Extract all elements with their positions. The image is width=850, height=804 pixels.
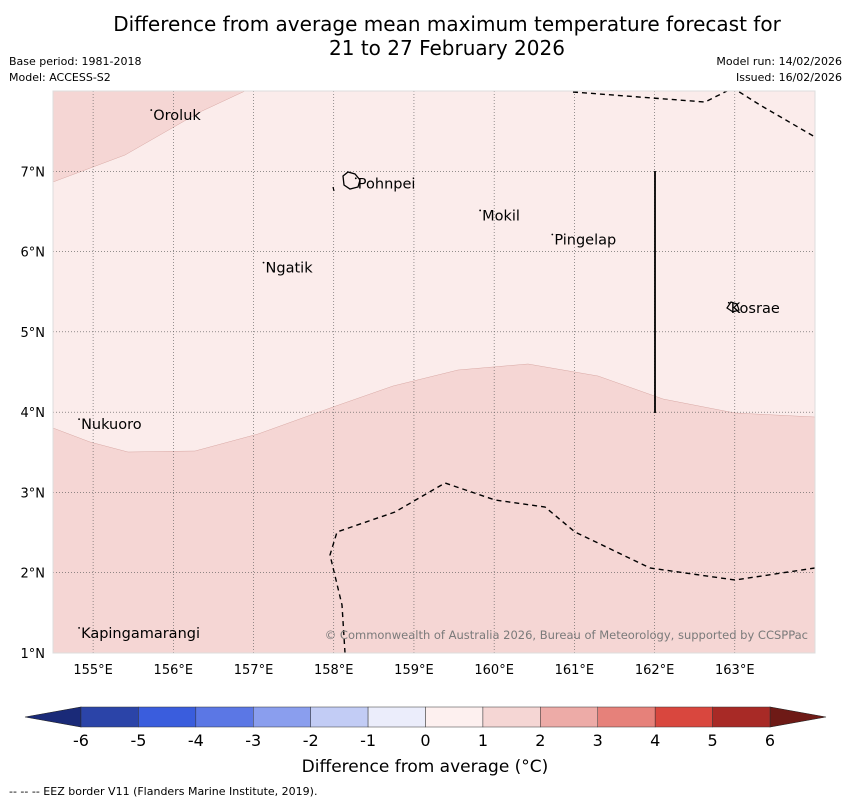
place-marker <box>479 209 482 212</box>
colorbar-swatch <box>80 706 139 728</box>
colorbar-swatch <box>482 706 541 728</box>
colorbar-tick-label: 3 <box>593 731 603 750</box>
kosrae-island-shape <box>726 301 740 313</box>
colorbar: -6 -5 -4 -3 -2 -1 0 1 2 3 4 5 6 <box>24 706 827 750</box>
eez-border-south <box>329 482 815 653</box>
lon-tick-label: 161°E <box>555 663 595 678</box>
title-line-2: 21 to 27 February 2026 <box>329 36 565 60</box>
place-marker <box>150 109 153 111</box>
pohnpei-islet-mark <box>332 186 335 192</box>
model-name: Model: ACCESS-S2 <box>9 71 111 84</box>
place-label-kosrae: Kosrae <box>731 301 780 317</box>
place-marker <box>727 301 730 304</box>
colorbar-tick-label: -4 <box>188 731 204 750</box>
lat-tick-label: 4°N <box>21 406 46 421</box>
place-labels: Oroluk Pohnpei Mokil Pingelap Ngatik Kosrae Nu… <box>78 108 780 642</box>
colorbar-swatch <box>654 706 713 728</box>
meta-left: Base period: 1981-2018 Model: ACCESS-S2 <box>9 54 141 86</box>
lon-tick-label: 163°E <box>715 663 755 678</box>
colorbar-swatch <box>310 706 369 728</box>
issued-date: Issued: 16/02/2026 <box>735 71 842 84</box>
title-line-1: Difference from average mean maximum tem… <box>113 12 781 36</box>
colorbar-tick-label: 6 <box>765 731 775 750</box>
colorbar-tick-label: -3 <box>245 731 261 750</box>
anomaly-band-1-2-south <box>53 363 815 653</box>
colorbar-tick-label: 0 <box>420 731 430 750</box>
place-label-pohnpei: Pohnpei <box>358 176 416 192</box>
place-label-kapingamarangi: Kapingamarangi <box>81 626 200 642</box>
map-frame <box>52 90 816 654</box>
lat-tick-label: 7°N <box>21 165 46 180</box>
colorbar-tick-label: 1 <box>478 731 488 750</box>
place-label-ngatik: Ngatik <box>266 261 314 277</box>
colorbar-tick-label: -5 <box>130 731 146 750</box>
eez-border-north <box>572 91 815 138</box>
copyright-notice: © Commonwealth of Australia 2026, Bureau… <box>325 628 808 642</box>
lon-tick-label: 158°E <box>314 663 354 678</box>
anomaly-band-1-2-north <box>53 91 246 183</box>
base-period: Base period: 1981-2018 <box>9 55 142 68</box>
meta-right: Model run: 14/02/2026 Issued: 16/02/2026 <box>716 54 842 86</box>
lat-tick-label: 3°N <box>21 486 46 501</box>
pohnpei-island-shape <box>342 171 361 190</box>
colorbar-tick-label: -1 <box>360 731 376 750</box>
lon-tick-label: 159°E <box>394 663 434 678</box>
colorbar-swatch <box>253 706 311 728</box>
colorbar-tick-label: 5 <box>707 731 717 750</box>
colorbar-swatch <box>425 706 484 728</box>
colorbar-tick-label: -2 <box>303 731 319 750</box>
colorbar-extend-low <box>24 706 82 728</box>
map-title: Difference from average mean maximum tem… <box>0 12 850 60</box>
colorbar-swatch <box>712 706 771 728</box>
colorbar-extend-high <box>769 706 827 728</box>
colorbar-tick-label: 2 <box>535 731 545 750</box>
place-label-pingelap: Pingelap <box>554 233 616 249</box>
lat-tick-label: 2°N <box>21 567 46 582</box>
axis-labels: 155°E 156°E 157°E 158°E 159°E 160°E 161°E 162°E… <box>21 165 755 678</box>
colorbar-tick-label: -6 <box>73 731 89 750</box>
graticule <box>53 91 815 653</box>
model-run: Model run: 14/02/2026 <box>716 55 842 68</box>
eez-legend: -- -- -- EEZ border V11 (Flanders Marine… <box>9 785 318 798</box>
lat-tick-label: 6°N <box>21 246 46 261</box>
colorbar-swatch <box>597 706 656 728</box>
lat-tick-label: 1°N <box>21 647 46 662</box>
lon-tick-label: 155°E <box>73 663 113 678</box>
colorbar-swatch <box>540 706 598 728</box>
place-label-mokil: Mokil <box>482 208 520 224</box>
colorbar-swatch <box>195 706 254 728</box>
lon-tick-label: 156°E <box>154 663 194 678</box>
lat-tick-label: 5°N <box>21 326 46 341</box>
lon-tick-label: 157°E <box>234 663 274 678</box>
place-marker <box>262 261 265 264</box>
colorbar-swatch <box>367 706 426 728</box>
place-marker <box>354 177 357 180</box>
place-marker <box>551 233 554 236</box>
place-marker <box>78 627 80 629</box>
lon-tick-label: 160°E <box>474 663 514 678</box>
place-label-oroluk: Oroluk <box>153 108 201 124</box>
place-label-nukuoro: Nukuoro <box>81 417 142 433</box>
colorbar-swatch <box>138 706 197 728</box>
colorbar-tick-label: 4 <box>650 731 660 750</box>
lon-tick-label: 162°E <box>635 663 675 678</box>
map-figure: Oroluk Pohnpei Mokil Pingelap Ngatik Kosrae Nu… <box>21 90 827 750</box>
colorbar-label: Difference from average (°C) <box>301 757 549 777</box>
place-marker <box>78 418 80 421</box>
